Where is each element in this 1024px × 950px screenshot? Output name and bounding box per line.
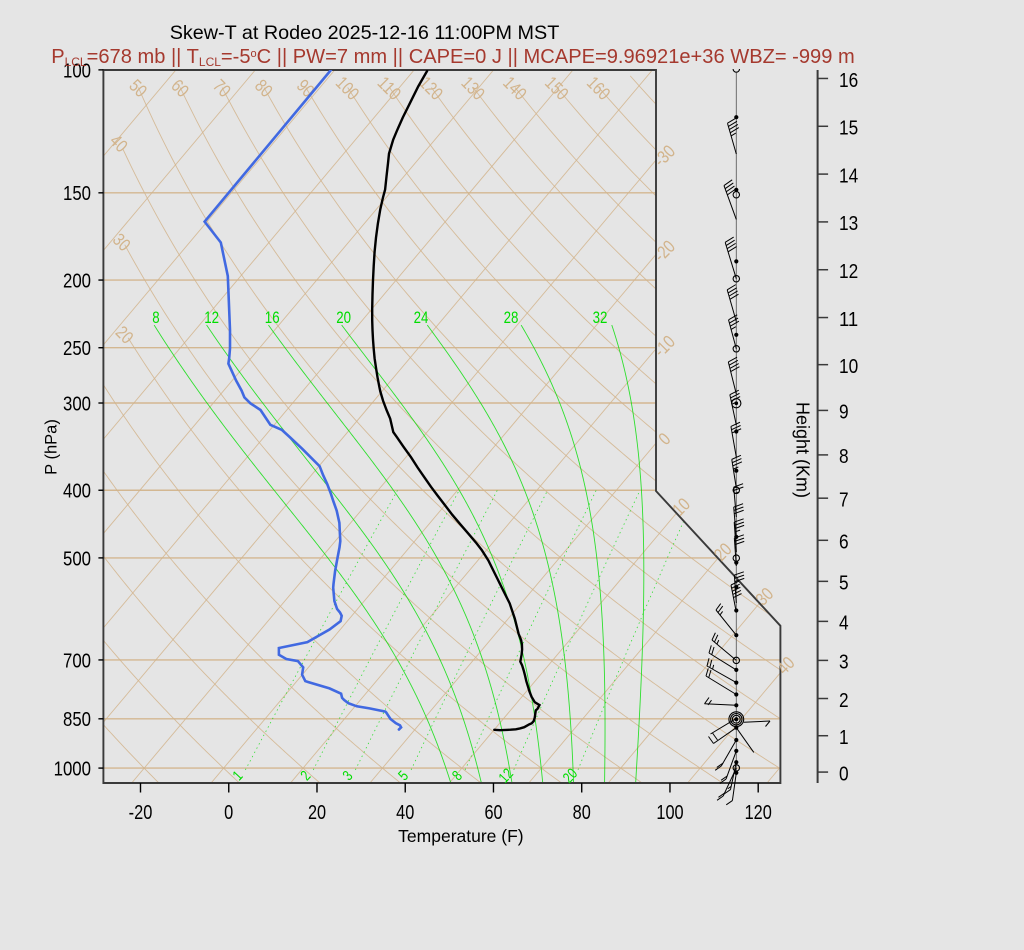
svg-text:400: 400 (63, 480, 91, 503)
svg-text:700: 700 (63, 649, 91, 672)
svg-text:Temperature (F): Temperature (F) (398, 826, 523, 846)
svg-text:300: 300 (63, 392, 91, 415)
svg-text:2: 2 (839, 690, 849, 712)
svg-text:8: 8 (152, 308, 159, 327)
svg-text:15: 15 (839, 118, 858, 140)
svg-text:60: 60 (484, 802, 502, 824)
svg-text:500: 500 (63, 547, 91, 570)
svg-text:32: 32 (593, 308, 608, 327)
svg-text:80: 80 (573, 802, 591, 824)
svg-text:12: 12 (839, 261, 858, 283)
svg-text:11: 11 (839, 309, 858, 331)
svg-text:150: 150 (63, 182, 91, 205)
svg-text:16: 16 (265, 308, 280, 327)
svg-text:6: 6 (839, 532, 849, 554)
svg-text:4: 4 (839, 613, 849, 635)
svg-text:3: 3 (839, 652, 849, 674)
svg-text:100: 100 (656, 802, 683, 824)
svg-text:Skew-T at Rodeo 2025-12-16 11:: Skew-T at Rodeo 2025-12-16 11:00PM MST (170, 22, 560, 44)
svg-text:20: 20 (336, 308, 351, 327)
svg-text:7: 7 (839, 490, 849, 512)
svg-text:12: 12 (204, 308, 219, 327)
svg-text:0: 0 (224, 802, 233, 824)
svg-text:40: 40 (396, 802, 414, 824)
svg-text:8: 8 (839, 446, 849, 468)
svg-text:100: 100 (63, 59, 91, 82)
svg-text:1000: 1000 (54, 758, 91, 781)
svg-text:850: 850 (63, 708, 91, 731)
svg-text:14: 14 (839, 165, 858, 187)
svg-text:28: 28 (504, 308, 519, 327)
svg-text:200: 200 (63, 270, 91, 293)
svg-text:16: 16 (839, 70, 858, 92)
svg-text:1: 1 (839, 727, 849, 749)
svg-text:250: 250 (63, 337, 91, 360)
svg-text:24: 24 (414, 308, 429, 327)
svg-text:Height (Km): Height (Km) (793, 402, 813, 498)
svg-text:9: 9 (839, 402, 849, 424)
svg-text:0: 0 (839, 763, 849, 785)
svg-text:13: 13 (839, 213, 858, 235)
svg-text:P (hPa): P (hPa) (42, 419, 60, 475)
svg-text:120: 120 (745, 802, 772, 824)
svg-text:20: 20 (308, 802, 326, 824)
svg-text:5: 5 (839, 573, 849, 595)
svg-text:-20: -20 (129, 802, 153, 824)
svg-text:PLCL=678 mb || TLCL=-5oC || PW: PLCL=678 mb || TLCL=-5oC || PW=7 mm || C… (51, 46, 855, 69)
svg-text:10: 10 (839, 356, 858, 378)
